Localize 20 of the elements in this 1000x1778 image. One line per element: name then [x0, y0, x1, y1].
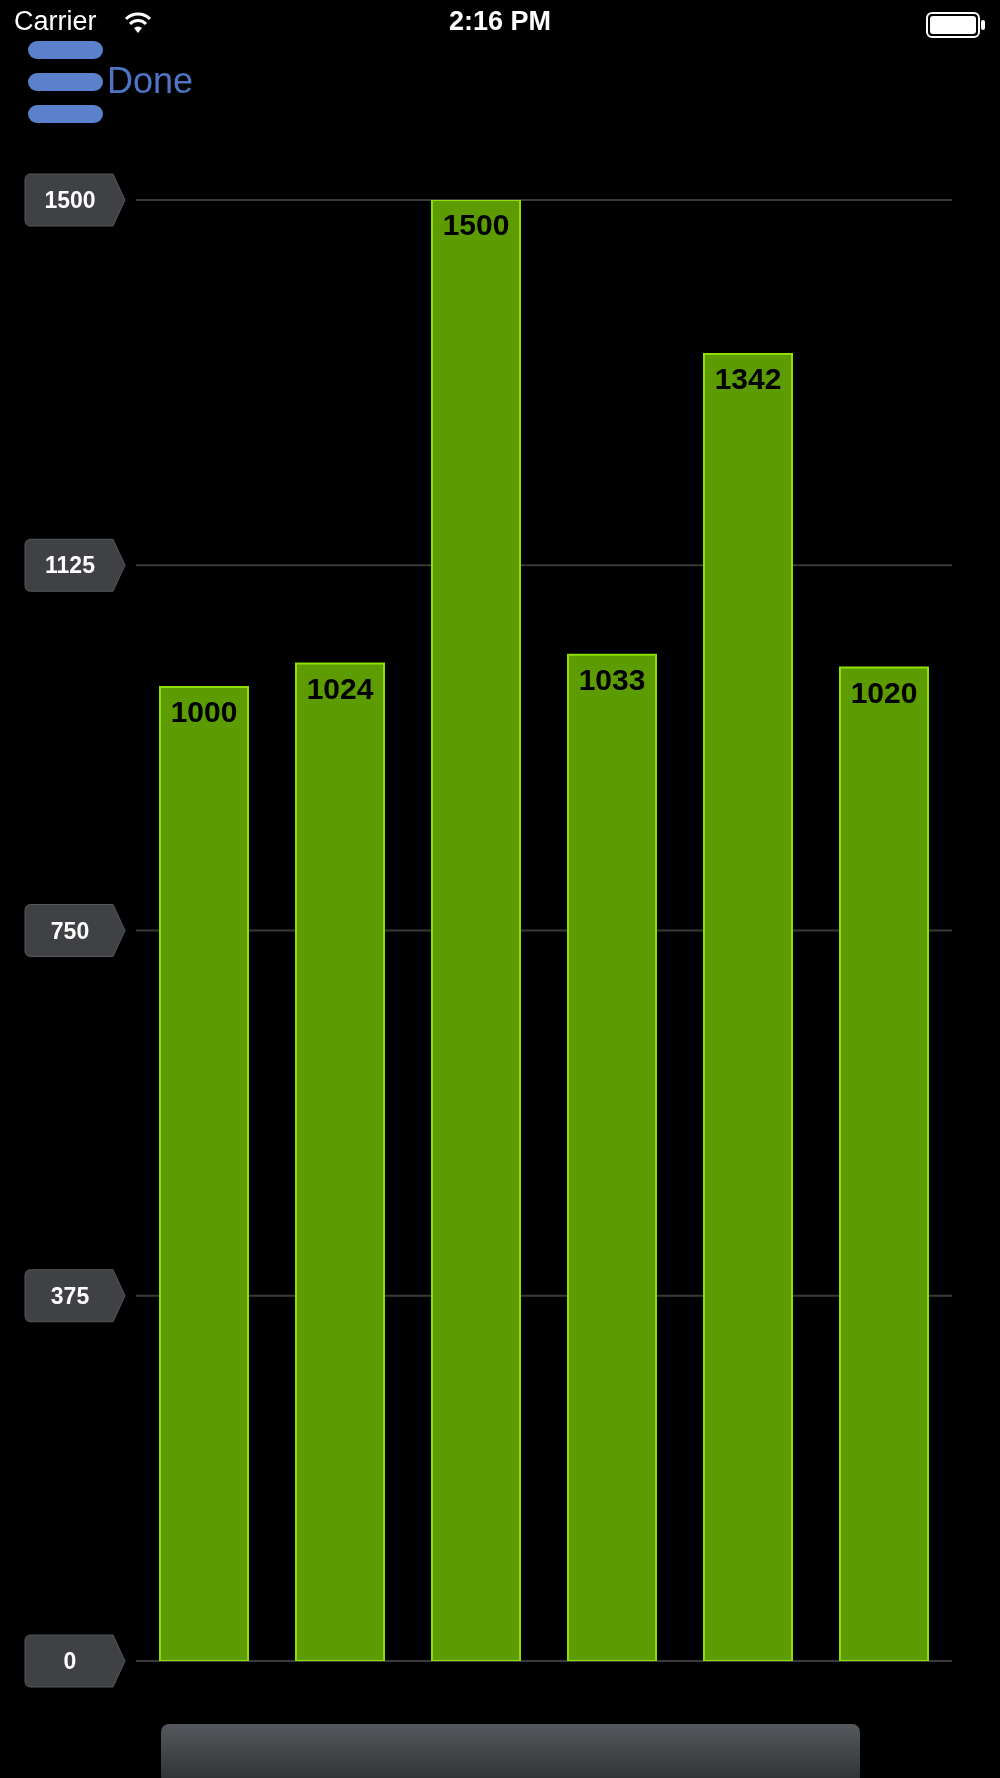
data-label: 1020 — [850, 675, 918, 709]
bar — [159, 686, 249, 1661]
y-tick-label: 1125 — [45, 552, 96, 579]
y-tick-label: 750 — [50, 917, 90, 944]
bar — [839, 666, 929, 1661]
data-label: 1024 — [306, 671, 374, 705]
data-label: 1342 — [714, 362, 782, 396]
bar — [295, 662, 385, 1661]
bar — [567, 653, 657, 1661]
y-tick-label: 375 — [50, 1282, 90, 1309]
y-tick-label: 1500 — [44, 187, 96, 213]
bar — [431, 200, 521, 1661]
text: 2:16 PM — [448, 6, 552, 36]
data-label: 1033 — [578, 663, 646, 697]
y-tick-label: 0 — [63, 1648, 77, 1674]
bar — [703, 352, 793, 1661]
text: Carrier — [14, 6, 97, 37]
data-label: 1000 — [170, 695, 238, 729]
text: Done — [107, 60, 194, 102]
data-label: 1500 — [442, 208, 510, 242]
